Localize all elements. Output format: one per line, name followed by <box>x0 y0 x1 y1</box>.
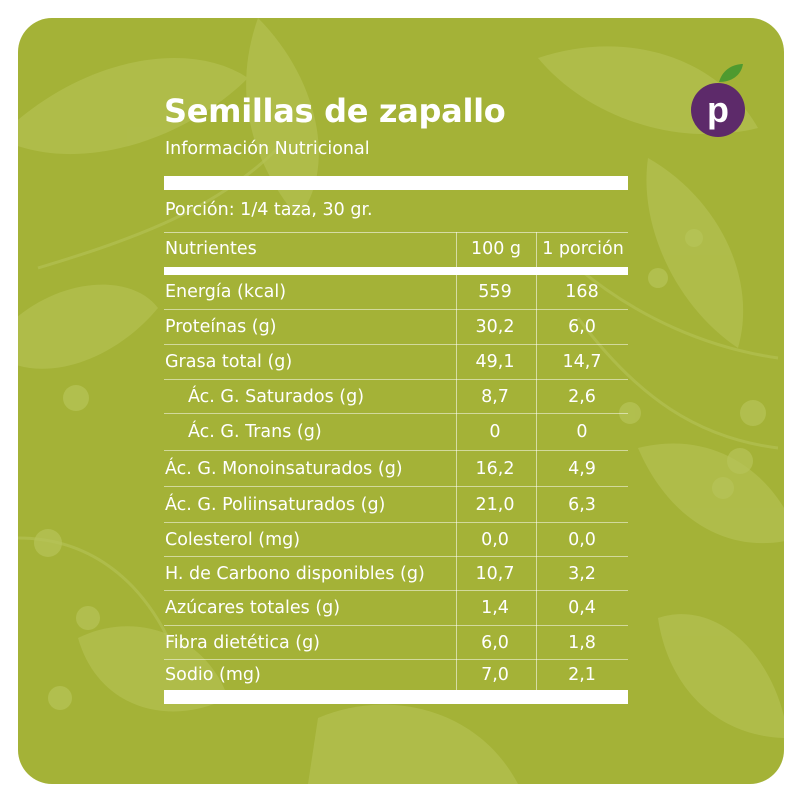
column-divider <box>456 232 457 690</box>
value-per-serving: 6,0 <box>568 317 596 337</box>
nutrient-name: Ác. G. Monoinsaturados (g) <box>165 458 403 479</box>
table-row: Ác. G. Monoinsaturados (g) 16,2 4,9 <box>164 451 628 487</box>
page-title: Semillas de zapallo <box>164 92 506 130</box>
value-per-100g: 0 <box>489 422 501 442</box>
table-row: Ác. G. Trans (g) 0 0 <box>164 414 628 451</box>
table-row: Fibra dietética (g) 6,0 1,8 <box>164 626 628 660</box>
nutrient-name: Ác. G. Trans (g) <box>188 422 322 442</box>
table-row: Proteínas (g) 30,2 6,0 <box>164 310 628 345</box>
value-per-100g: 49,1 <box>475 352 515 372</box>
value-per-serving: 168 <box>565 282 599 302</box>
leaf-background-decoration <box>18 18 784 784</box>
value-per-serving: 0 <box>576 422 588 442</box>
header-thick-bar <box>164 267 628 275</box>
nutrient-name: Proteínas (g) <box>165 317 277 337</box>
value-per-100g: 10,7 <box>475 563 515 584</box>
value-per-100g: 559 <box>478 282 512 302</box>
value-per-100g: 21,0 <box>475 494 515 515</box>
nutrient-name: Sodio (mg) <box>165 665 261 685</box>
nutrient-name: Grasa total (g) <box>165 352 293 372</box>
table-bottom-bar <box>164 690 628 704</box>
value-per-serving: 14,7 <box>562 352 602 372</box>
value-per-serving: 3,2 <box>568 563 596 584</box>
nutrient-name: Ác. G. Poliinsaturados (g) <box>165 494 386 515</box>
value-per-serving: 6,3 <box>568 494 596 515</box>
table-top-bar <box>164 176 628 190</box>
value-per-serving: 4,9 <box>568 458 596 479</box>
table-row: Grasa total (g) 49,1 14,7 <box>164 345 628 380</box>
nutrition-card: p Semillas de zapallo Información Nutric… <box>18 18 784 784</box>
table-row: Energía (kcal) 559 168 <box>164 275 628 310</box>
table-row: Colesterol (mg) 0,0 0,0 <box>164 523 628 557</box>
header-per-100g: 100 g <box>470 239 522 259</box>
logo-letter: p <box>707 89 729 130</box>
nutrient-name: Energía (kcal) <box>165 282 287 302</box>
value-per-100g: 0,0 <box>481 529 509 550</box>
value-per-serving: 0,4 <box>568 598 596 618</box>
value-per-serving: 0,0 <box>568 529 596 550</box>
serving-size: Porción: 1/4 taza, 30 gr. <box>165 200 373 220</box>
header-per-serving: 1 porción <box>542 239 624 259</box>
table-row: Sodio (mg) 7,0 2,1 <box>164 660 628 690</box>
brand-plum-logo-icon: p <box>691 64 745 137</box>
value-per-100g: 8,7 <box>481 386 509 407</box>
column-divider <box>536 232 537 690</box>
value-per-serving: 1,8 <box>568 632 596 653</box>
table-row: Azúcares totales (g) 1,4 0,4 <box>164 591 628 626</box>
nutrient-name: Colesterol (mg) <box>165 529 301 550</box>
value-per-100g: 16,2 <box>475 458 515 479</box>
value-per-100g: 30,2 <box>475 317 515 337</box>
nutrient-name: Ác. G. Saturados (g) <box>188 386 365 407</box>
nutrient-name: H. de Carbono disponibles (g) <box>165 563 425 584</box>
value-per-100g: 7,0 <box>481 665 509 685</box>
table-row: Ác. G. Poliinsaturados (g) 21,0 6,3 <box>164 487 628 523</box>
page-subtitle: Información Nutricional <box>165 139 370 159</box>
header-nutrient: Nutrientes <box>165 239 257 259</box>
nutrient-name: Fibra dietética (g) <box>165 632 321 653</box>
value-per-100g: 6,0 <box>481 632 509 653</box>
value-per-serving: 2,1 <box>568 665 596 685</box>
table-row: H. de Carbono disponibles (g) 10,7 3,2 <box>164 557 628 591</box>
nutrient-name: Azúcares totales (g) <box>165 598 341 618</box>
header-divider <box>164 232 628 233</box>
value-per-100g: 1,4 <box>481 598 509 618</box>
table-row: Ác. G. Saturados (g) 8,7 2,6 <box>164 380 628 414</box>
value-per-serving: 2,6 <box>568 386 596 407</box>
